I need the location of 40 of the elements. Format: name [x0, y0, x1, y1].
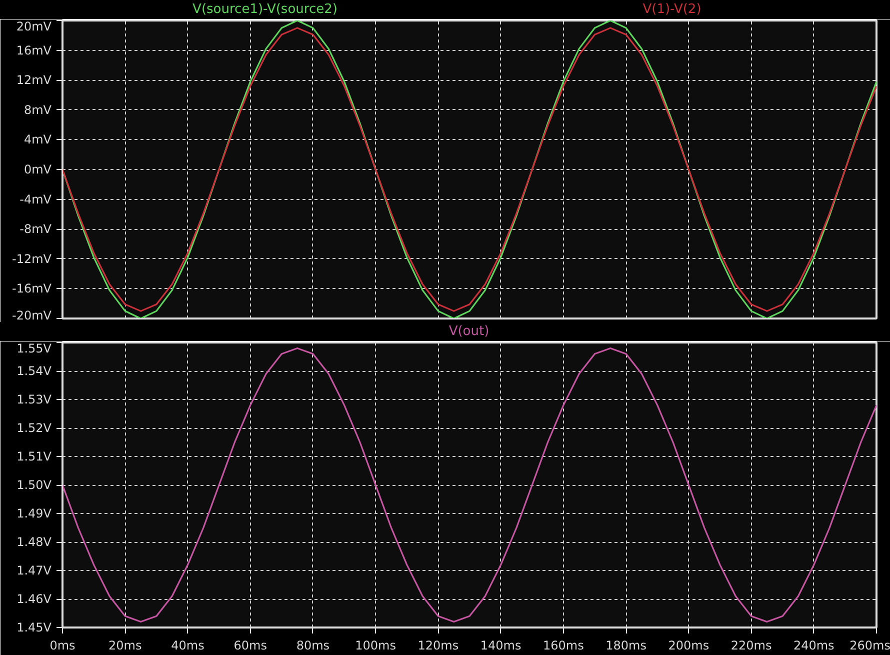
x-tick-label: 0ms	[50, 638, 76, 652]
y-tick-label: 1.51V	[16, 450, 52, 464]
x-tick-label: 40ms	[171, 638, 204, 652]
series-label: V(source1)-V(source2)	[192, 1, 338, 19]
y-tick-label: 1.53V	[16, 392, 52, 406]
y-tick-label: 12mV	[16, 73, 52, 88]
x-tick-label: 160ms	[543, 638, 584, 652]
x-tick-label: 180ms	[606, 638, 646, 652]
y-tick-label: -4mV	[20, 192, 52, 206]
x-tick-label: 80ms	[296, 638, 330, 652]
y-tick-label: 1.47V	[16, 564, 52, 578]
y-tick-label: 4mV	[24, 132, 52, 147]
line-series	[62, 347, 876, 623]
text: V(out)	[448, 323, 490, 341]
y-tick-label: 1.46V	[16, 592, 52, 606]
y-tick-label: -12mV	[12, 252, 52, 266]
x-tick-label: 100ms	[355, 638, 396, 652]
y-tick-label: 1.55V	[16, 342, 52, 356]
y-tick-label: 1.48V	[16, 535, 52, 549]
y-tick-label: 1.45V	[16, 620, 52, 634]
x-tick-label: 200ms	[668, 638, 710, 652]
y-tick-label: 1.54V	[16, 364, 52, 378]
x-tick-label: 240ms	[793, 638, 834, 652]
y-tick-label: 20mV	[16, 20, 52, 34]
y-tick-label: 16mV	[16, 43, 52, 58]
x-tick-label: 260ms	[850, 638, 890, 652]
y-tick-label: 1.52V	[16, 421, 52, 435]
x-tick-label: 140ms	[480, 638, 522, 652]
y-tick-label: 0mV	[24, 162, 52, 176]
x-tick-label: 120ms	[418, 638, 459, 652]
series-label: V(1)-V(2)	[642, 1, 702, 19]
y-tick-label: -16mV	[12, 282, 52, 296]
x-tick-label: 20ms	[108, 638, 142, 652]
y-tick-label: -20mV	[12, 308, 52, 322]
x-tick-label: 60ms	[234, 638, 267, 652]
y-tick-label: 1.49V	[16, 506, 52, 520]
x-tick-label: 220ms	[730, 638, 772, 652]
y-tick-label: 8mV	[24, 102, 52, 117]
y-tick-label: 1.50V	[16, 478, 52, 492]
y-tick-label: -8mV	[20, 222, 52, 236]
